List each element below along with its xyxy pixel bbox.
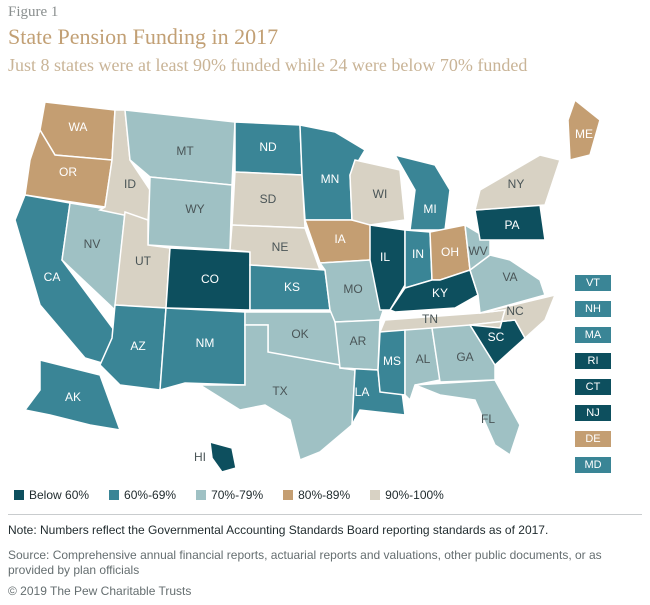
state-label-ut: UT [135,254,152,268]
state-label-tn: TN [422,312,438,326]
footer-source: Source: Comprehensive annual financial r… [8,548,602,577]
state-label-fl: FL [481,412,495,426]
small-state-nh: NH [575,301,611,317]
state-label-az: AZ [130,339,145,353]
state-label-wi: WI [373,187,388,201]
small-state-de: DE [575,431,611,447]
map-legend: Below 60% 60%-69% 70%-79% 80%-89% 90%-100% [14,488,444,502]
state-label-id: ID [124,177,136,191]
chart-title: State Pension Funding in 2017 [8,24,279,49]
state-label-ar: AR [350,334,367,348]
small-state-md: MD [575,457,611,473]
small-states-list: VT NH MA RI CT NJ DE MD [575,275,611,483]
state-label-va: VA [502,270,517,284]
state-nm [159,307,246,392]
legend-swatch [109,490,120,500]
state-label-mo: MO [343,282,362,296]
state-hi [209,440,237,473]
legend-swatch [283,490,294,500]
legend-label: 90%-100% [385,488,444,502]
figure-label: Figure 1 [8,4,59,20]
state-label-wv: WV [468,244,487,258]
state-label-al: AL [416,352,431,366]
state-label-hi: HI [194,450,206,464]
state-label-ia: IA [334,232,345,246]
state-ny [474,154,561,211]
state-label-mt: MT [176,144,194,158]
state-label-sd: SD [260,192,277,206]
legend-item: 90%-100% [370,488,444,502]
state-label-sc: SC [488,330,505,344]
legend-label: 60%-69% [124,488,177,502]
state-label-wy: WY [185,202,204,216]
state-nc [469,293,557,340]
us-map-canvas: WA OR CA NV ID MT WY UT AZ CO NM ND SD NE KS OK TX MN IA MO… [14,98,601,473]
us-map: WA OR CA NV ID MT WY UT AZ CO NM ND SD NE KS OK TX MN IA MO… [0,80,650,500]
state-label-nd: ND [259,140,277,154]
state-fl [414,379,521,457]
state-ms [377,329,406,396]
state-label-tx: TX [272,384,287,398]
state-label-ky: KY [432,286,448,300]
state-label-ny: NY [508,177,525,191]
state-label-wa: WA [69,120,88,134]
small-state-vt: VT [575,275,611,291]
state-label-il: IL [380,250,390,264]
chart-subtitle: Just 8 states were at least 90% funded w… [8,55,528,75]
state-label-mn: MN [321,172,340,186]
footer-copyright: © 2019 The Pew Charitable Trusts [8,584,192,598]
state-ak [23,359,122,431]
state-label-ak: AK [65,390,81,404]
small-state-ma: MA [575,327,611,343]
state-label-co: CO [201,272,219,286]
state-label-ga: GA [456,350,473,364]
state-label-ms: MS [383,354,401,368]
footer-divider [8,514,642,515]
state-label-me: ME [575,127,593,141]
state-label-ks: KS [284,280,300,294]
legend-item: 60%-69% [109,488,176,502]
state-label-in: IN [412,247,424,261]
legend-item: 70%-79% [196,488,263,502]
state-va [469,254,546,314]
state-label-pa: PA [504,218,519,232]
footer-note: Note: Numbers reflect the Governmental A… [8,523,549,537]
state-label-nv: NV [84,237,101,251]
state-ga [431,324,496,383]
small-state-ct: CT [575,379,611,395]
small-state-nj: NJ [575,405,611,421]
state-label-mi: MI [423,202,436,216]
legend-item: 80%-89% [283,488,350,502]
state-me [567,98,601,161]
state-tx [197,324,356,462]
state-label-nm: NM [196,336,215,350]
legend-label: 70%-79% [211,488,264,502]
state-label-oh: OH [441,245,459,259]
state-label-ca: CA [44,270,61,284]
state-label-ok: OK [291,327,308,341]
legend-swatch [196,490,207,500]
small-state-ri: RI [575,353,611,369]
legend-label: Below 60% [29,488,90,502]
state-label-ne: NE [272,240,289,254]
state-label-nc: NC [506,304,524,318]
state-label-or: OR [59,165,77,179]
legend-item: Below 60% [14,488,89,502]
state-label-la: LA [355,385,370,399]
legend-label: 80%-89% [298,488,351,502]
legend-swatch [14,490,24,500]
legend-swatch [370,490,381,500]
